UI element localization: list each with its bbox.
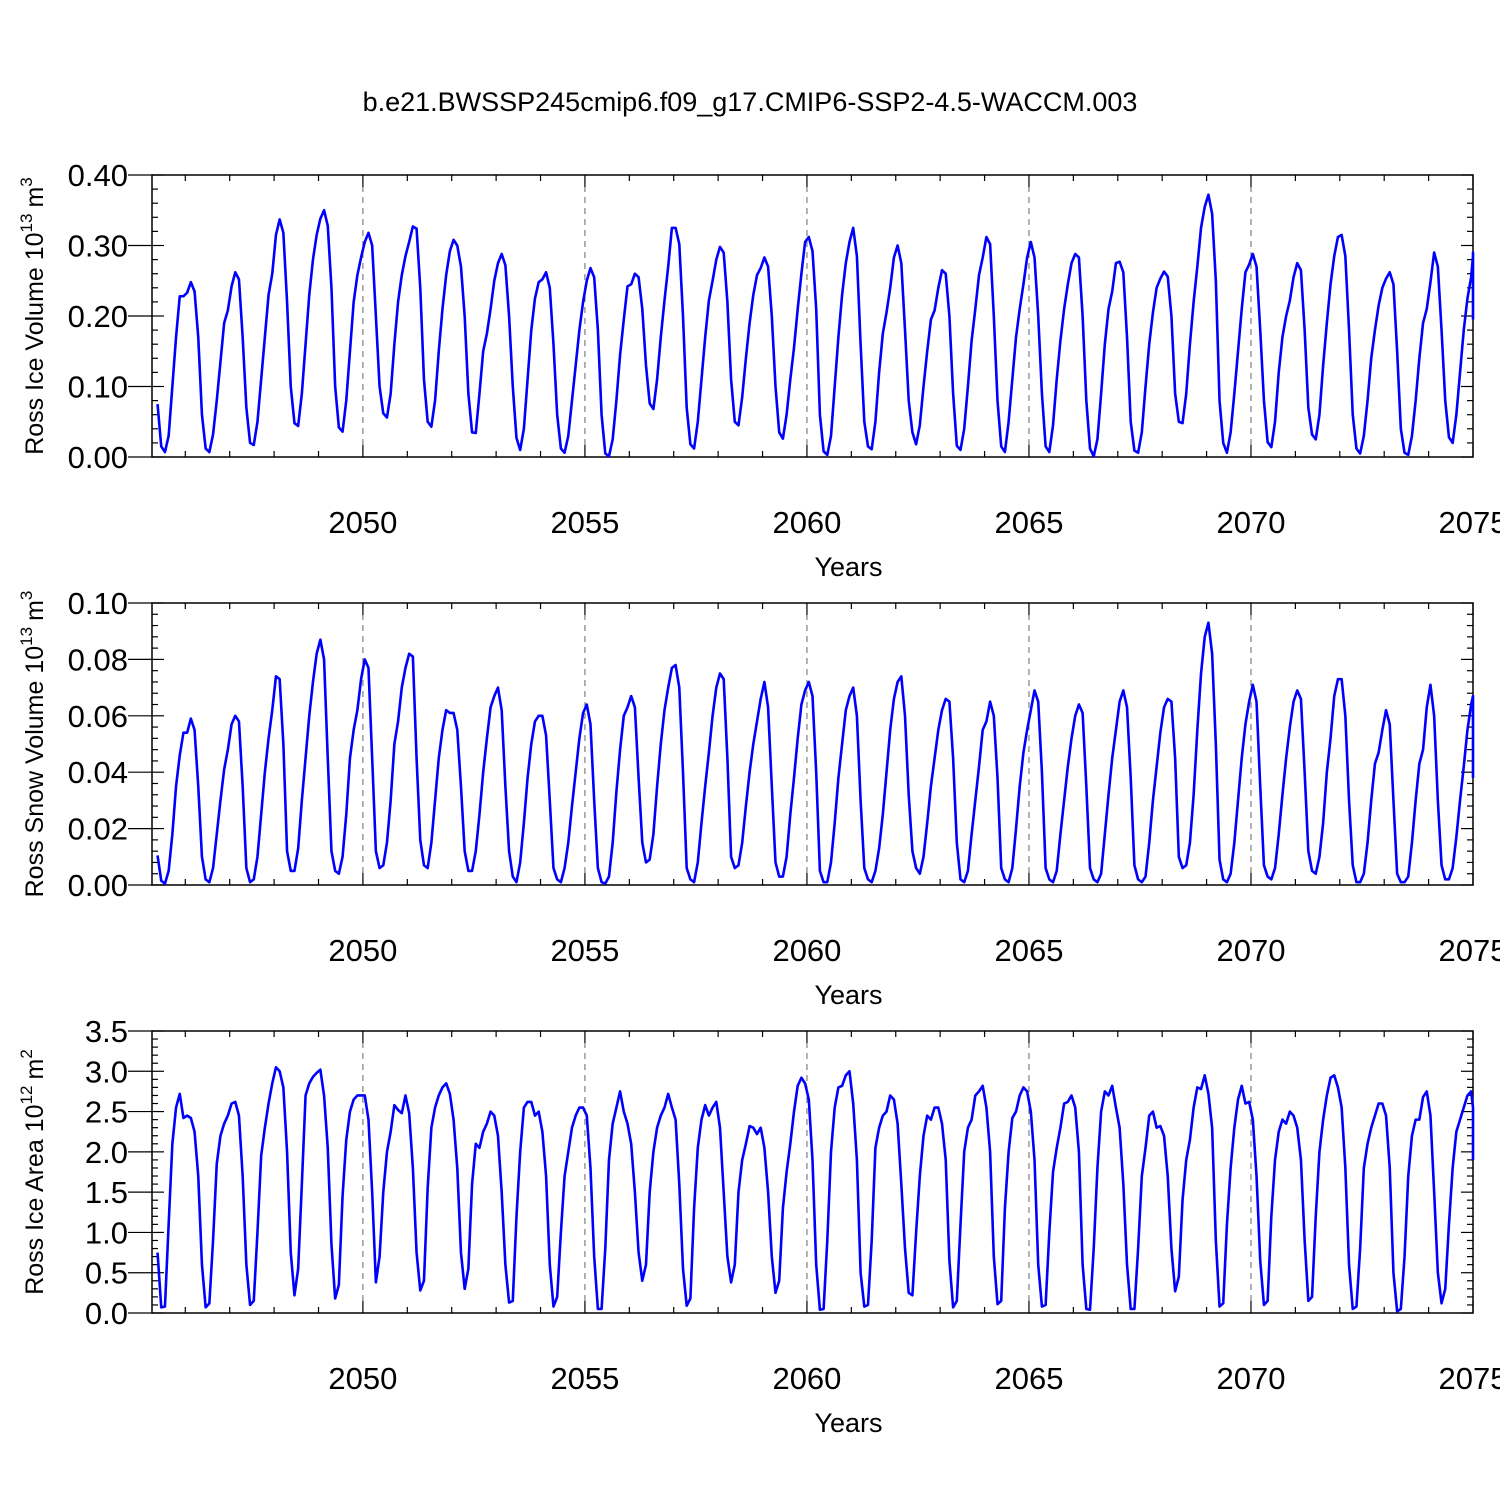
- x-tick-label: 2055: [550, 1361, 619, 1396]
- x-tick-label: 2065: [994, 1361, 1063, 1396]
- y-tick-label: 3.5: [85, 1014, 128, 1049]
- y-axis-label-unit-exponent: 3: [17, 591, 36, 600]
- x-tick-label: 2065: [994, 933, 1063, 968]
- x-tick-label: 2050: [328, 505, 397, 540]
- x-tick-label: 2050: [328, 933, 397, 968]
- y-axis-label-main: Ross Ice Area 10: [21, 1104, 49, 1294]
- y-tick-label: 3.0: [85, 1054, 128, 1089]
- x-tick-label: 2075: [1439, 1361, 1500, 1396]
- x-tick-label: 2070: [1216, 933, 1285, 968]
- x-axis-label: Years: [814, 1408, 882, 1438]
- y-tick-label: 0.30: [68, 229, 128, 264]
- x-tick-label: 2070: [1216, 505, 1285, 540]
- y-tick-label: 0.20: [68, 299, 128, 334]
- x-tick-label: 2065: [994, 505, 1063, 540]
- y-axis-label-main: Ross Ice Volume 10: [21, 232, 49, 454]
- x-tick-label: 2060: [772, 1361, 841, 1396]
- y-axis-label-exponent: 12: [17, 1085, 36, 1104]
- y-axis-label-unit-exponent: 3: [17, 177, 36, 186]
- y-tick-label: 0.10: [68, 370, 128, 405]
- y-tick-label: 0.10: [68, 586, 128, 621]
- x-tick-label: 2075: [1439, 505, 1500, 540]
- y-axis-label-main: Ross Snow Volume 10: [21, 646, 49, 898]
- y-tick-label: 2.0: [85, 1135, 128, 1170]
- y-axis-label-unit: m: [21, 1059, 49, 1080]
- y-tick-label: 0.04: [68, 755, 128, 790]
- y-tick-label: 0.0: [85, 1296, 128, 1331]
- y-axis-label-unit: m: [21, 600, 49, 621]
- x-tick-label: 2060: [772, 933, 841, 968]
- y-tick-label: 0.06: [68, 699, 128, 734]
- y-tick-label: 0.40: [68, 158, 128, 193]
- y-tick-label: 1.5: [85, 1175, 128, 1210]
- y-axis-label-unit: m: [21, 187, 49, 208]
- x-tick-label: 2055: [550, 505, 619, 540]
- x-tick-label: 2060: [772, 505, 841, 540]
- y-axis-label-exponent: 13: [17, 214, 36, 233]
- y-tick-label: 0.00: [68, 440, 128, 475]
- y-tick-label: 2.5: [85, 1095, 128, 1130]
- y-tick-label: 0.02: [68, 812, 128, 847]
- chart-title: b.e21.BWSSP245cmip6.f09_g17.CMIP6-SSP2-4…: [363, 87, 1138, 117]
- y-tick-label: 0.5: [85, 1256, 128, 1291]
- y-axis-label-exponent: 13: [17, 627, 36, 646]
- y-tick-label: 0.08: [68, 642, 128, 677]
- y-tick-label: 1.0: [85, 1215, 128, 1250]
- y-axis-label-unit-exponent: 2: [17, 1049, 36, 1058]
- x-tick-label: 2075: [1439, 933, 1500, 968]
- x-axis-label: Years: [814, 552, 882, 582]
- y-tick-label: 0.00: [68, 868, 128, 903]
- x-tick-label: 2050: [328, 1361, 397, 1396]
- x-axis-label: Years: [814, 980, 882, 1010]
- x-tick-label: 2055: [550, 933, 619, 968]
- x-tick-label: 2070: [1216, 1361, 1285, 1396]
